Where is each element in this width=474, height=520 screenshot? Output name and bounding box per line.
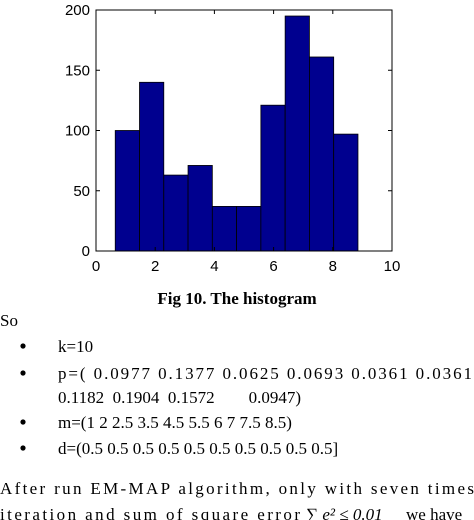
histogram-bar <box>236 206 262 252</box>
paragraph-text: we have <box>406 505 462 520</box>
bullet-text: 0.1182 0.1904 0.1572 0.0947) <box>58 388 301 407</box>
bullet <box>20 370 26 376</box>
x-tick-label: 6 <box>269 258 277 275</box>
y-tick-label: 0 <box>82 243 90 260</box>
histogram-bar <box>284 15 310 252</box>
histogram-bar <box>187 165 213 252</box>
histogram-bar <box>211 206 238 252</box>
bullet <box>20 445 26 451</box>
bullet-text: m=(1 2 2.5 3.5 4.5 5.5 6 7 7.5 8.5) <box>58 413 292 432</box>
bullet-text: p=( 0.0977 0.1377 0.0625 0.0693 0.0361 0… <box>58 364 472 383</box>
formula: ∑ e² ≤ 0.01 <box>306 505 383 520</box>
histogram-bar <box>309 56 335 252</box>
x-tick-label: 10 <box>384 258 401 275</box>
intro-text: So <box>0 311 18 330</box>
histogram-bar <box>163 174 189 252</box>
y-tick-label: 100 <box>65 123 90 140</box>
bullet <box>20 343 26 349</box>
y-tick-label: 50 <box>73 183 90 200</box>
x-tick-label: 0 <box>92 258 100 275</box>
bullet-text: k=10 <box>58 337 93 356</box>
histogram-bar <box>139 81 165 252</box>
histogram-bar <box>114 130 140 252</box>
x-tick-label: 4 <box>210 258 218 275</box>
paragraph-text: After run EM-MAP algorithm, only with se… <box>0 479 474 498</box>
x-tick-label: 2 <box>151 258 159 275</box>
bullet <box>20 419 26 425</box>
paragraph-text: iteration and sum of square error <box>0 505 300 520</box>
y-tick-label: 200 <box>65 2 90 19</box>
figure-caption: Fig 10. The histogram <box>157 289 316 308</box>
y-tick-label: 150 <box>65 62 90 79</box>
bullet-text: d=(0.5 0.5 0.5 0.5 0.5 0.5 0.5 0.5 0.5 0… <box>58 439 338 458</box>
histogram-bar <box>333 133 359 252</box>
histogram-bar <box>260 104 286 252</box>
x-tick-label: 8 <box>329 258 337 275</box>
